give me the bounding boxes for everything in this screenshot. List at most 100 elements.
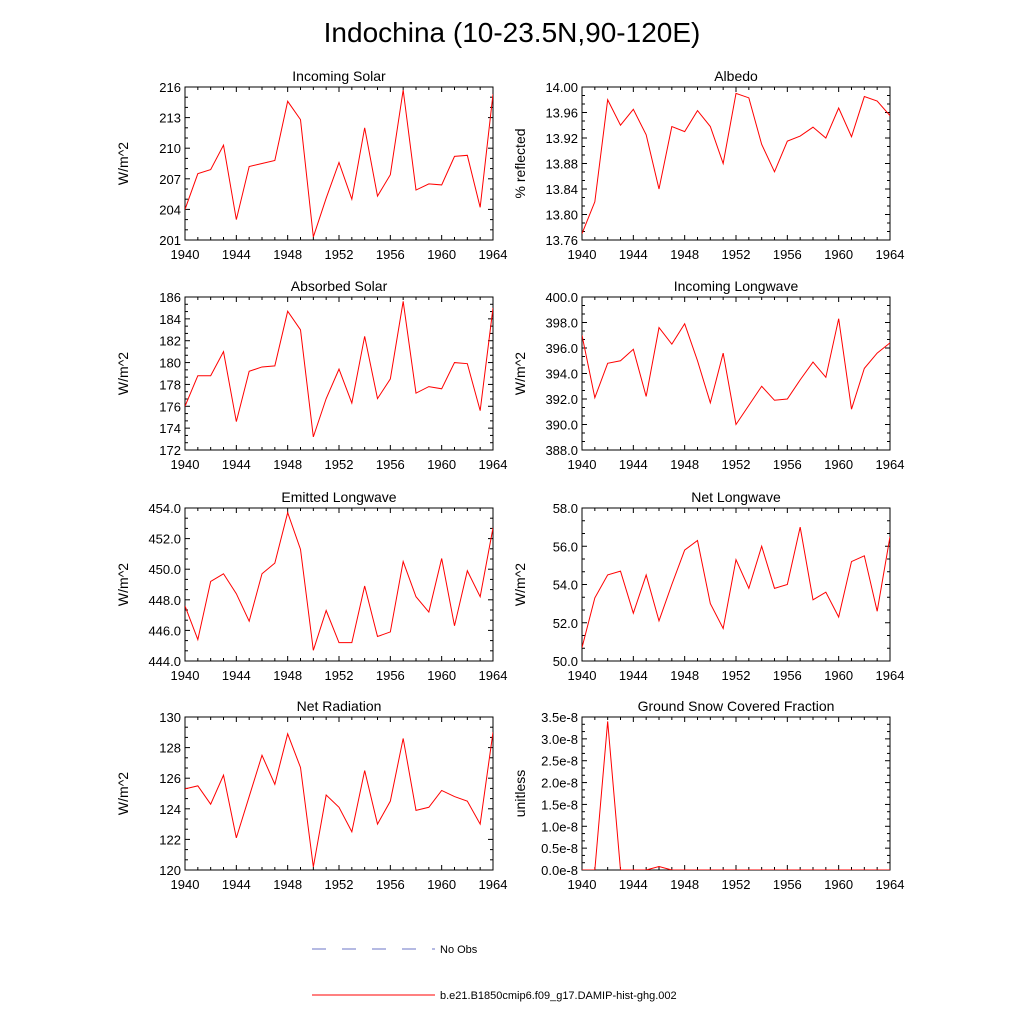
plot-frame bbox=[581, 716, 891, 871]
x-tick-label: 1948 bbox=[273, 457, 302, 472]
y-tick-label: 444.0 bbox=[148, 654, 181, 669]
y-tick-label: 204 bbox=[159, 202, 181, 217]
series-line-0 bbox=[185, 510, 493, 651]
panel-title: Ground Snow Covered Fraction bbox=[638, 698, 835, 714]
x-tick-label: 1956 bbox=[773, 668, 802, 683]
x-tick-label: 1960 bbox=[824, 247, 853, 262]
x-tick-label: 1940 bbox=[171, 668, 200, 683]
y-tick-label: 13.80 bbox=[545, 208, 578, 223]
panel-title: Incoming Solar bbox=[292, 68, 386, 84]
x-tick-label: 1956 bbox=[773, 877, 802, 892]
y-axis-label: W/m^2 bbox=[115, 352, 131, 395]
x-tick-label: 1964 bbox=[876, 247, 905, 262]
y-tick-label: 0.5e-8 bbox=[541, 841, 578, 856]
y-tick-label: 3.0e-8 bbox=[541, 732, 578, 747]
y-tick-label: 174 bbox=[159, 421, 181, 436]
y-tick-label: 13.92 bbox=[545, 131, 578, 146]
y-tick-label: 52.0 bbox=[553, 616, 578, 631]
y-tick-label: 388.0 bbox=[545, 443, 578, 458]
x-tick-label: 1944 bbox=[222, 877, 251, 892]
y-tick-label: 178 bbox=[159, 377, 181, 392]
panel-5: Net Longwave W/m^2 1940 1944 1948 1952 1956 196… bbox=[512, 489, 904, 683]
panels: Incoming Solar W/m^2 1940 1944 1948 1952 1956 1… bbox=[115, 68, 904, 892]
y-tick-label: 216 bbox=[159, 80, 181, 95]
y-tick-label: 0.0e-8 bbox=[541, 863, 578, 878]
x-tick-label: 1948 bbox=[670, 668, 699, 683]
y-tick-label: 448.0 bbox=[148, 593, 181, 608]
y-tick-label: 56.0 bbox=[553, 539, 578, 554]
legend: No Obs b.e21.B1850cmip6.f09_g17.DAMIP-hi… bbox=[312, 944, 677, 1002]
x-tick-label: 1956 bbox=[376, 877, 405, 892]
x-tick-label: 1964 bbox=[479, 247, 508, 262]
y-tick-label: 13.84 bbox=[545, 182, 578, 197]
y-tick-label: 182 bbox=[159, 334, 181, 349]
x-tick-label: 1952 bbox=[325, 668, 354, 683]
x-tick-label: 1948 bbox=[273, 247, 302, 262]
panel-title: Emitted Longwave bbox=[281, 489, 396, 505]
y-tick-label: 186 bbox=[159, 290, 181, 305]
panel-4: Emitted Longwave W/m^2 1940 1944 1948 1952 195… bbox=[115, 489, 507, 683]
y-tick-label: 1.0e-8 bbox=[541, 819, 578, 834]
figure-title: Indochina (10-23.5N,90-120E) bbox=[324, 17, 701, 48]
x-tick-label: 1952 bbox=[722, 247, 751, 262]
x-tick-label: 1944 bbox=[619, 668, 648, 683]
panel-title: Incoming Longwave bbox=[674, 278, 799, 294]
x-tick-label: 1944 bbox=[619, 247, 648, 262]
panel-6: Net Radiation W/m^2 1940 1944 1948 1952 1956 19… bbox=[115, 698, 507, 892]
y-tick-label: 398.0 bbox=[545, 316, 578, 331]
y-tick-label: 1.5e-8 bbox=[541, 797, 578, 812]
x-tick-label: 1952 bbox=[722, 457, 751, 472]
y-tick-label: 394.0 bbox=[545, 367, 578, 382]
y-tick-label: 130 bbox=[159, 710, 181, 725]
x-tick-label: 1940 bbox=[568, 877, 597, 892]
x-tick-label: 1944 bbox=[222, 457, 251, 472]
y-tick-label: 390.0 bbox=[545, 418, 578, 433]
x-tick-label: 1948 bbox=[670, 247, 699, 262]
series-line-0 bbox=[582, 318, 890, 426]
x-tick-label: 1944 bbox=[619, 877, 648, 892]
y-tick-label: 2.5e-8 bbox=[541, 754, 578, 769]
x-tick-label: 1940 bbox=[568, 668, 597, 683]
y-tick-label: 124 bbox=[159, 802, 181, 817]
y-tick-label: 14.00 bbox=[545, 80, 578, 95]
series-line-0 bbox=[185, 301, 493, 438]
series-line-0 bbox=[582, 92, 890, 234]
x-tick-label: 1956 bbox=[773, 247, 802, 262]
y-tick-label: 213 bbox=[159, 111, 181, 126]
y-axis-label: W/m^2 bbox=[115, 142, 131, 185]
y-tick-label: 13.88 bbox=[545, 157, 578, 172]
panel-title: Net Longwave bbox=[691, 489, 781, 505]
y-tick-label: 128 bbox=[159, 741, 181, 756]
x-tick-label: 1964 bbox=[876, 457, 905, 472]
x-tick-label: 1960 bbox=[427, 668, 456, 683]
x-tick-label: 1960 bbox=[427, 247, 456, 262]
x-tick-label: 1960 bbox=[824, 457, 853, 472]
y-axis-label: W/m^2 bbox=[115, 772, 131, 815]
y-tick-label: 3.5e-8 bbox=[541, 710, 578, 725]
x-tick-label: 1964 bbox=[479, 457, 508, 472]
series-line-0 bbox=[185, 732, 493, 868]
y-tick-label: 13.96 bbox=[545, 106, 578, 121]
y-tick-label: 201 bbox=[159, 233, 181, 248]
y-tick-label: 450.0 bbox=[148, 562, 181, 577]
x-tick-label: 1948 bbox=[273, 877, 302, 892]
x-tick-label: 1952 bbox=[722, 877, 751, 892]
x-tick-label: 1960 bbox=[824, 877, 853, 892]
y-axis-label: unitless bbox=[512, 770, 528, 817]
x-tick-label: 1952 bbox=[325, 247, 354, 262]
y-tick-label: 122 bbox=[159, 832, 181, 847]
x-tick-label: 1944 bbox=[619, 457, 648, 472]
legend-model-label: b.e21.B1850cmip6.f09_g17.DAMIP-hist-ghg.… bbox=[440, 990, 677, 1002]
x-tick-label: 1948 bbox=[273, 668, 302, 683]
x-tick-label: 1940 bbox=[171, 877, 200, 892]
y-axis-label: W/m^2 bbox=[512, 563, 528, 606]
x-tick-label: 1956 bbox=[376, 457, 405, 472]
x-tick-label: 1952 bbox=[722, 668, 751, 683]
y-tick-label: 454.0 bbox=[148, 501, 181, 516]
x-tick-label: 1948 bbox=[670, 457, 699, 472]
panel-3: Incoming Longwave W/m^2 1940 1944 1948 1952 19… bbox=[512, 278, 904, 472]
panel-title: Albedo bbox=[714, 68, 758, 84]
x-tick-label: 1944 bbox=[222, 668, 251, 683]
y-tick-label: 13.76 bbox=[545, 233, 578, 248]
y-tick-label: 446.0 bbox=[148, 623, 181, 638]
